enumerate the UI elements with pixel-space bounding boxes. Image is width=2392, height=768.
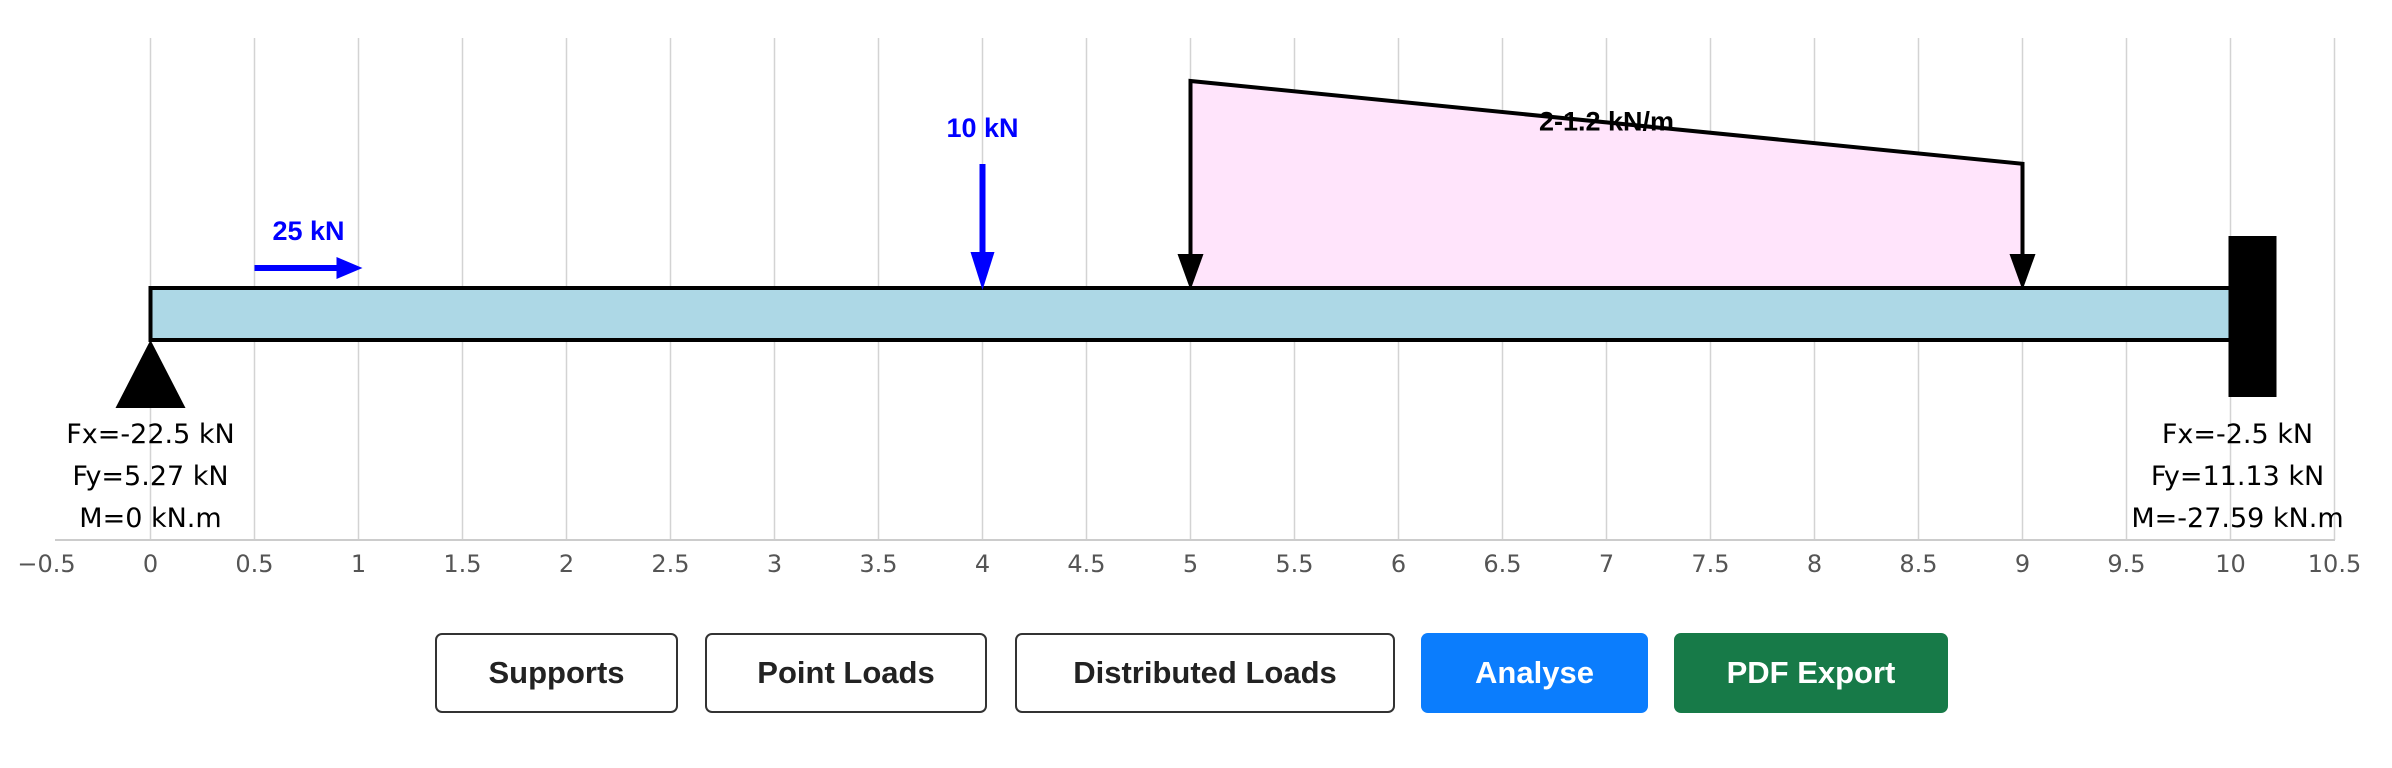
distributed-load-label: 2-1.2 kN/m — [1539, 106, 1674, 136]
x-tick-label: 1 — [351, 550, 366, 578]
x-tick-label: 1.5 — [443, 550, 481, 578]
analyse-button[interactable]: Analyse — [1421, 633, 1648, 713]
reaction-value: Fx=-22.5 kN — [66, 419, 234, 450]
x-axis-ticks: −0.5 0 0.5 1 1.5 2 2.5 3 3.5 4 4.5 5 5.5 6 6.5 7 7.5 8 8.5… — [17, 550, 2361, 578]
supports — [115, 236, 2277, 408]
x-tick-label: 0.5 — [235, 550, 273, 578]
distributed-load-outline — [1188, 78, 2025, 268]
toolbar: Supports Point Loads Distributed Loads A… — [0, 633, 2392, 717]
vertical-load-arrowhead-icon — [970, 252, 995, 290]
reaction-value: Fx=-2.5 kN — [2162, 419, 2313, 450]
reaction-value: Fy=5.27 kN — [72, 461, 228, 492]
x-tick-label: 7.5 — [1691, 550, 1729, 578]
point-loads-button[interactable]: Point Loads — [705, 633, 987, 713]
distributed-loads: 2-1.2 kN/m — [1177, 78, 2036, 290]
x-tick-label: 10.5 — [2308, 550, 2361, 578]
x-tick-label: 6.5 — [1483, 550, 1521, 578]
x-tick-label: 0 — [143, 550, 158, 578]
x-tick-label: 4.5 — [1067, 550, 1105, 578]
x-tick-label: −0.5 — [17, 550, 75, 578]
distributed-load-arrowhead-icon — [2009, 254, 2036, 290]
x-tick-label: 8 — [1807, 550, 1822, 578]
reaction-labels: Fx=-22.5 kN Fy=5.27 kN M=0 kN.m Fx=-2.5 kN F… — [66, 419, 2343, 534]
distributed-load-area — [1190, 81, 2023, 288]
distributed-load-arrowhead-icon — [1177, 254, 1204, 290]
beam[interactable] — [148, 286, 2233, 342]
x-tick-label: 6 — [1391, 550, 1406, 578]
reaction-value: M=-27.59 kN.m — [2131, 503, 2343, 534]
fixed-support-icon — [2228, 236, 2277, 397]
x-tick-label: 10 — [2215, 550, 2246, 578]
horizontal-load-arrowhead-icon — [336, 257, 363, 279]
x-tick-label: 7 — [1599, 550, 1614, 578]
x-tick-label: 4 — [975, 550, 990, 578]
distributed-loads-button[interactable]: Distributed Loads — [1015, 633, 1395, 713]
pdf-export-button[interactable]: PDF Export — [1674, 633, 1948, 713]
x-tick-label: 8.5 — [1899, 550, 1937, 578]
x-tick-label: 3.5 — [859, 550, 897, 578]
supports-button[interactable]: Supports — [435, 633, 678, 713]
reaction-value: Fy=11.13 kN — [2151, 461, 2324, 492]
beam-diagram: −0.5 0 0.5 1 1.5 2 2.5 3 3.5 4 4.5 5 5.5 6 6.5 7 7.5 8 8.5… — [17, 38, 2361, 578]
reaction-value: M=0 kN.m — [79, 503, 221, 534]
point-loads: 25 kN 10 kN — [254, 113, 1019, 290]
point-load-label: 25 kN — [272, 216, 344, 246]
point-load-label: 10 kN — [946, 113, 1018, 143]
x-tick-label: 9.5 — [2107, 550, 2145, 578]
x-tick-label: 5 — [1183, 550, 1198, 578]
x-tick-label: 2 — [559, 550, 574, 578]
x-tick-label: 2.5 — [651, 550, 689, 578]
x-tick-label: 3 — [767, 550, 782, 578]
x-tick-label: 9 — [2015, 550, 2030, 578]
x-tick-label: 5.5 — [1275, 550, 1313, 578]
pin-support-icon — [115, 340, 186, 408]
